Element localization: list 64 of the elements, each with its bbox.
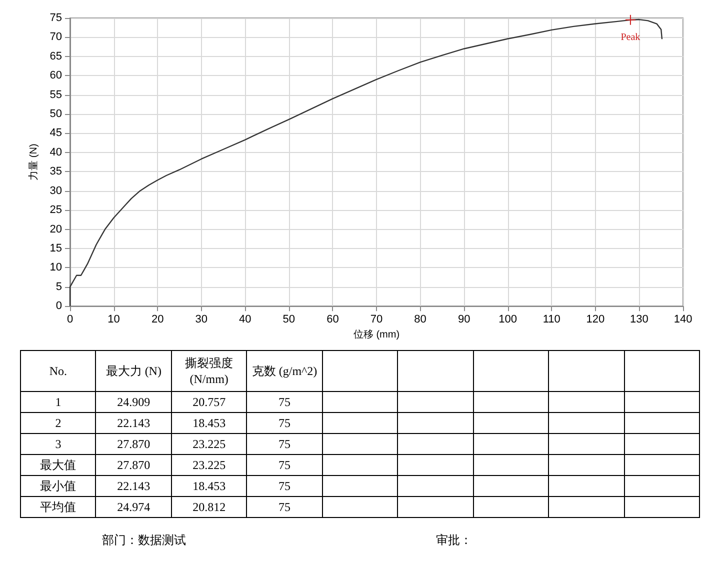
text: 部门：数据测试 — [102, 532, 186, 549]
text: 18.453 — [192, 479, 226, 493]
text: 24.974 — [117, 500, 150, 514]
text: 75 — [278, 395, 291, 409]
y-tick-label: 65 — [50, 50, 62, 62]
text: 23.225 — [192, 437, 226, 451]
category-label: 3 — [55, 437, 62, 451]
category-label: 最大力 (N) — [96, 350, 172, 392]
text: 22.143 — [117, 479, 150, 493]
y-tick-label: 40 — [50, 146, 62, 158]
text: 75 — [278, 479, 291, 493]
text: 75 — [278, 416, 291, 430]
y-tick-label: 15 — [50, 242, 62, 254]
text: 27.870 — [117, 458, 150, 472]
x-tick-label: 40 — [239, 314, 252, 326]
y-tick-label: 75 — [50, 12, 62, 24]
y-tick-label: 10 — [50, 262, 62, 274]
x-tick-label: 20 — [151, 314, 164, 326]
x-tick-label: 70 — [370, 314, 383, 326]
text: 20.812 — [192, 500, 226, 514]
x-tick-label: 10 — [108, 314, 120, 326]
text: 75 — [278, 458, 291, 472]
y-tick-label: 5 — [56, 280, 62, 293]
x-tick-label: 130 — [630, 314, 648, 326]
category-label: 2 — [55, 416, 62, 430]
text: 22.143 — [117, 416, 150, 430]
text: 27.870 — [117, 437, 150, 451]
y-tick-label: 45 — [50, 127, 62, 140]
y-tick-label: 20 — [50, 223, 62, 236]
text: 24.909 — [117, 395, 150, 409]
text: 审批： — [436, 532, 472, 549]
y-tick-label: 50 — [50, 108, 62, 120]
annotation: Peak — [620, 32, 640, 43]
category-label: 1 — [55, 395, 62, 409]
x-tick-label: 120 — [586, 314, 605, 326]
y-tick-label: 30 — [50, 184, 62, 197]
y-tick-label: 25 — [50, 204, 62, 216]
text: 75 — [278, 437, 291, 451]
text: No. — [20, 350, 96, 392]
category-label: 最大值 — [40, 458, 76, 472]
category-label: 撕裂强度 (N/mm) — [171, 350, 247, 392]
x-tick-label: 50 — [282, 314, 296, 326]
y-axis-title: 力量 (N) — [27, 144, 40, 180]
y-tick-label: 55 — [50, 88, 62, 101]
text: 75 — [278, 500, 291, 514]
y-tick-label: 35 — [50, 166, 62, 178]
category-label: 最小值 — [40, 479, 76, 493]
x-axis-title: 位移 (mm) — [353, 328, 400, 340]
text: 20.757 — [192, 395, 226, 409]
text: 18.453 — [192, 416, 226, 430]
x-tick-label: 80 — [414, 314, 426, 326]
x-tick-label: 110 — [542, 314, 560, 326]
y-tick-label: 60 — [50, 70, 62, 82]
x-tick-label: 100 — [498, 314, 518, 326]
x-tick-label: 60 — [326, 314, 339, 326]
x-tick-label: 90 — [458, 314, 470, 326]
x-tick-label: 30 — [195, 314, 208, 326]
x-tick-label: 140 — [674, 314, 692, 326]
text: 23.225 — [192, 458, 226, 472]
y-tick-label: 0 — [56, 300, 62, 312]
y-tick-label: 70 — [50, 31, 62, 44]
category-label: 平均值 — [40, 500, 76, 514]
x-tick-label: 0 — [66, 314, 74, 326]
category-label: 克数 (g/m^2) — [246, 350, 322, 392]
